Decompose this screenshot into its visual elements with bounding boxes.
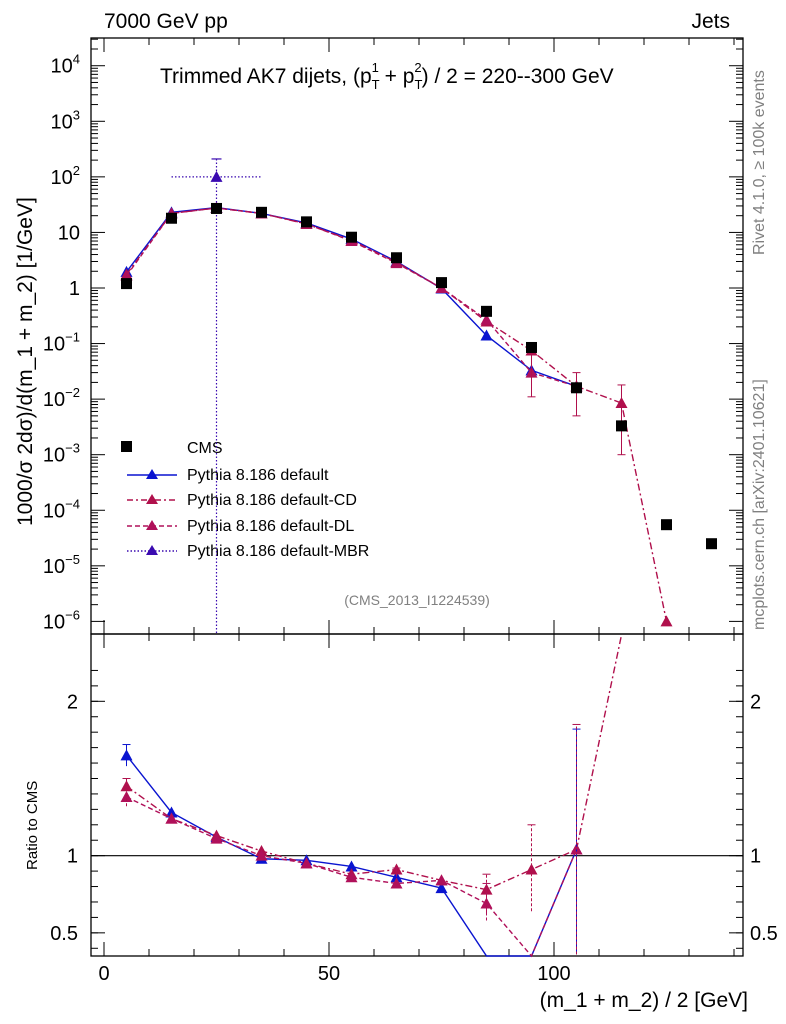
header-right: Jets (691, 10, 730, 33)
y-tick-label: 10−1 (43, 330, 80, 356)
ratio-tick-label: 1 (67, 846, 78, 868)
cms-data-point (346, 231, 357, 243)
title-sup1: 1 (372, 60, 379, 75)
title-sub1: T (372, 77, 380, 92)
cms-data-point (526, 341, 537, 353)
y-tick-label: 10 (58, 222, 80, 244)
ratio-tick-label-right: 1 (750, 846, 761, 868)
mcplots-label: mcplots.cern.ch [arXiv:2401.10621] (751, 379, 768, 630)
ratio-point (165, 806, 178, 818)
x-axis-label: (m_1 + m_2) / 2 [GeV] (540, 989, 748, 1012)
series-line (125, 207, 577, 387)
legend-label: Pythia 8.186 default-CD (187, 492, 357, 509)
cms-data-point (121, 278, 132, 290)
cms-data-point (571, 382, 582, 394)
x-tick-labels: 0 50 100 (98, 963, 570, 985)
ratio-point (345, 860, 358, 872)
legend-label: Pythia 8.186 default-MBR (187, 543, 369, 560)
y-tick-label: 10−3 (43, 441, 80, 467)
ratio-series-layer (120, 634, 623, 958)
cms-data-point (436, 277, 447, 289)
title-sup2: 2 (414, 60, 421, 75)
y-tick-labels: 104 103 102 10 1 10−1 10−2 10−3 10−4 10−… (43, 52, 80, 634)
analysis-id: (CMS_2013_I1224539) (344, 592, 490, 608)
legend-label: Pythia 8.186 default (187, 467, 329, 484)
legend-label: Pythia 8.186 default-DL (187, 518, 354, 535)
y-tick-label: 1 (69, 278, 80, 300)
legend-marker-dl (146, 520, 158, 530)
legend-label: CMS (187, 440, 223, 457)
y-tick-label: 103 (51, 107, 80, 133)
y-tick-label: 10−5 (43, 552, 80, 578)
ratio-plot-frame (90, 633, 744, 957)
ratio-point (390, 877, 403, 889)
legend: CMS Pythia 8.186 default Pythia 8.186 de… (121, 440, 369, 560)
y-tick-label: 10−2 (43, 385, 80, 411)
ratio-y-axis-label: Ratio to CMS (24, 781, 41, 870)
ratio-point (435, 882, 448, 894)
ratio-point (345, 871, 358, 883)
y-tick-label: 104 (51, 52, 80, 78)
cms-data-point (211, 202, 222, 214)
ratio-point (165, 812, 178, 824)
ratio-tick-labels: 2 1 0.5 2 1 0.5 (50, 691, 778, 945)
series-point (480, 313, 493, 325)
title-prefix: Trimmed AK7 dijets, (p (160, 65, 372, 88)
chart-title: Trimmed AK7 dijets, (pT1 + pT2) / 2 = 22… (160, 60, 614, 92)
ratio-tick-label-right: 0.5 (750, 923, 778, 945)
header-left: 7000 GeV pp (104, 10, 228, 33)
legend-marker-default (146, 469, 158, 479)
legend-marker-cd (146, 494, 158, 504)
cms-data-point (166, 212, 177, 224)
y-axis-label: 1000/σ 2dσ)/d(m_1 + m_2) [1/GeV] (14, 197, 37, 526)
legend-marker-mbr (146, 545, 158, 555)
title-suffix: ) / 2 = 220--300 GeV (422, 65, 614, 88)
series-layer (120, 158, 717, 634)
ratio-tick-label-right: 2 (750, 691, 761, 713)
x-tick-label: 50 (318, 963, 340, 985)
ratio-tick-label: 0.5 (50, 923, 78, 945)
y-tick-label: 10−6 (43, 607, 80, 633)
ratio-point (300, 857, 313, 869)
ratio-point (210, 832, 223, 844)
cms-data-point (301, 216, 312, 228)
ratio-point (390, 871, 403, 883)
series-point (660, 615, 673, 627)
cms-data-point (481, 305, 492, 317)
legend-marker-cms (121, 441, 132, 452)
rivet-label: Rivet 4.1.0, ≥ 100k events (751, 70, 768, 255)
series-point (210, 170, 223, 182)
x-tick-label: 0 (98, 963, 109, 985)
ratio-point (255, 849, 268, 861)
ratio-tick-label: 2 (67, 691, 78, 713)
cms-data-point (256, 206, 267, 218)
ratio-series-line (126, 634, 623, 891)
cms-data-point (616, 420, 627, 432)
ratio-point (120, 791, 133, 803)
y-tick-label: 10−4 (43, 496, 80, 522)
cms-data-point (706, 538, 717, 550)
cms-data-point (391, 252, 402, 264)
x-tick-label: 100 (537, 963, 570, 985)
title-plus: + p (379, 65, 415, 88)
cms-data-point (661, 519, 672, 531)
series-point (480, 329, 493, 341)
ratio-point (435, 874, 448, 886)
y-tick-label: 102 (51, 163, 80, 189)
title-sub2: T (414, 77, 422, 92)
